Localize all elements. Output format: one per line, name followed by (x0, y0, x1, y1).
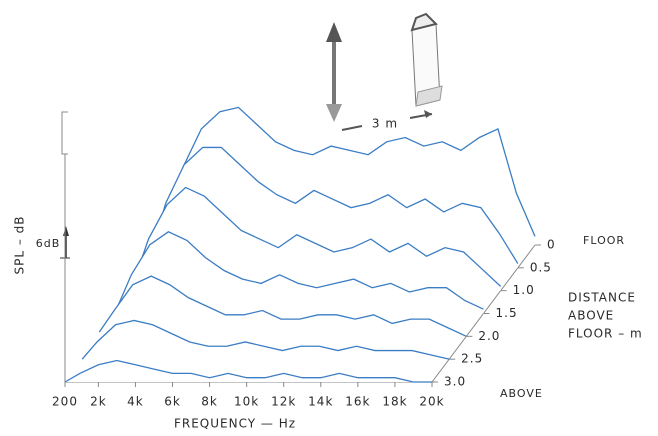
x-tick-label: 8k (201, 395, 218, 409)
x-tick-label: 12k (271, 395, 296, 409)
distance-label: 3 m (372, 117, 398, 131)
z-tick-label: 3.0 (444, 375, 466, 389)
x-tick-label: 20k (419, 395, 444, 409)
trace (98, 275, 467, 337)
x-tick-label: 10k (234, 395, 259, 409)
z-tick-label: 1.5 (496, 306, 518, 320)
x-axis-label: FREQUENCY — Hz (174, 417, 296, 431)
trace (64, 359, 432, 383)
z-tick-label: 1.0 (513, 283, 535, 297)
x-tick-label: 6k (164, 395, 181, 409)
trace-fill (65, 360, 432, 382)
z-axis-label: ABOVE (568, 309, 614, 323)
trace (81, 319, 450, 360)
z-end-label: FLOOR (583, 234, 625, 247)
x-tick-label: 4k (127, 395, 144, 409)
trace-fill (82, 320, 450, 360)
trace (167, 106, 536, 237)
x-tick-label: 18k (382, 395, 407, 409)
z-tick-label: 0 (547, 238, 556, 252)
trace (150, 146, 519, 264)
scale-label: 6dB (36, 237, 61, 250)
y-axis-label: SPL – dB (13, 215, 27, 274)
illustration (60, 12, 443, 259)
z-tick-label: 0.5 (530, 260, 552, 274)
plot-area: 200 2k 4k 6k 8k 10k 12k 14k 16k 18k 20k 0 0.5 1.0 1.5 2… (52, 106, 625, 409)
z-axis-label: DISTANCE (568, 291, 636, 305)
trace (133, 186, 502, 287)
x-tick-label: 16k (345, 395, 370, 409)
trace-fill (99, 276, 467, 337)
z-end-label: ABOVE (500, 387, 543, 400)
trace-fill (116, 231, 484, 314)
x-tick-label: 2k (90, 395, 107, 409)
trace-fill (133, 187, 501, 291)
x-tick-label: 14k (308, 395, 333, 409)
z-tick-label: 2.5 (461, 352, 483, 366)
z-tick-label: 2.0 (478, 329, 500, 343)
z-axis-label: FLOOR – m (568, 327, 643, 341)
trace (115, 231, 484, 310)
x-tick-label: 200 (52, 395, 78, 409)
